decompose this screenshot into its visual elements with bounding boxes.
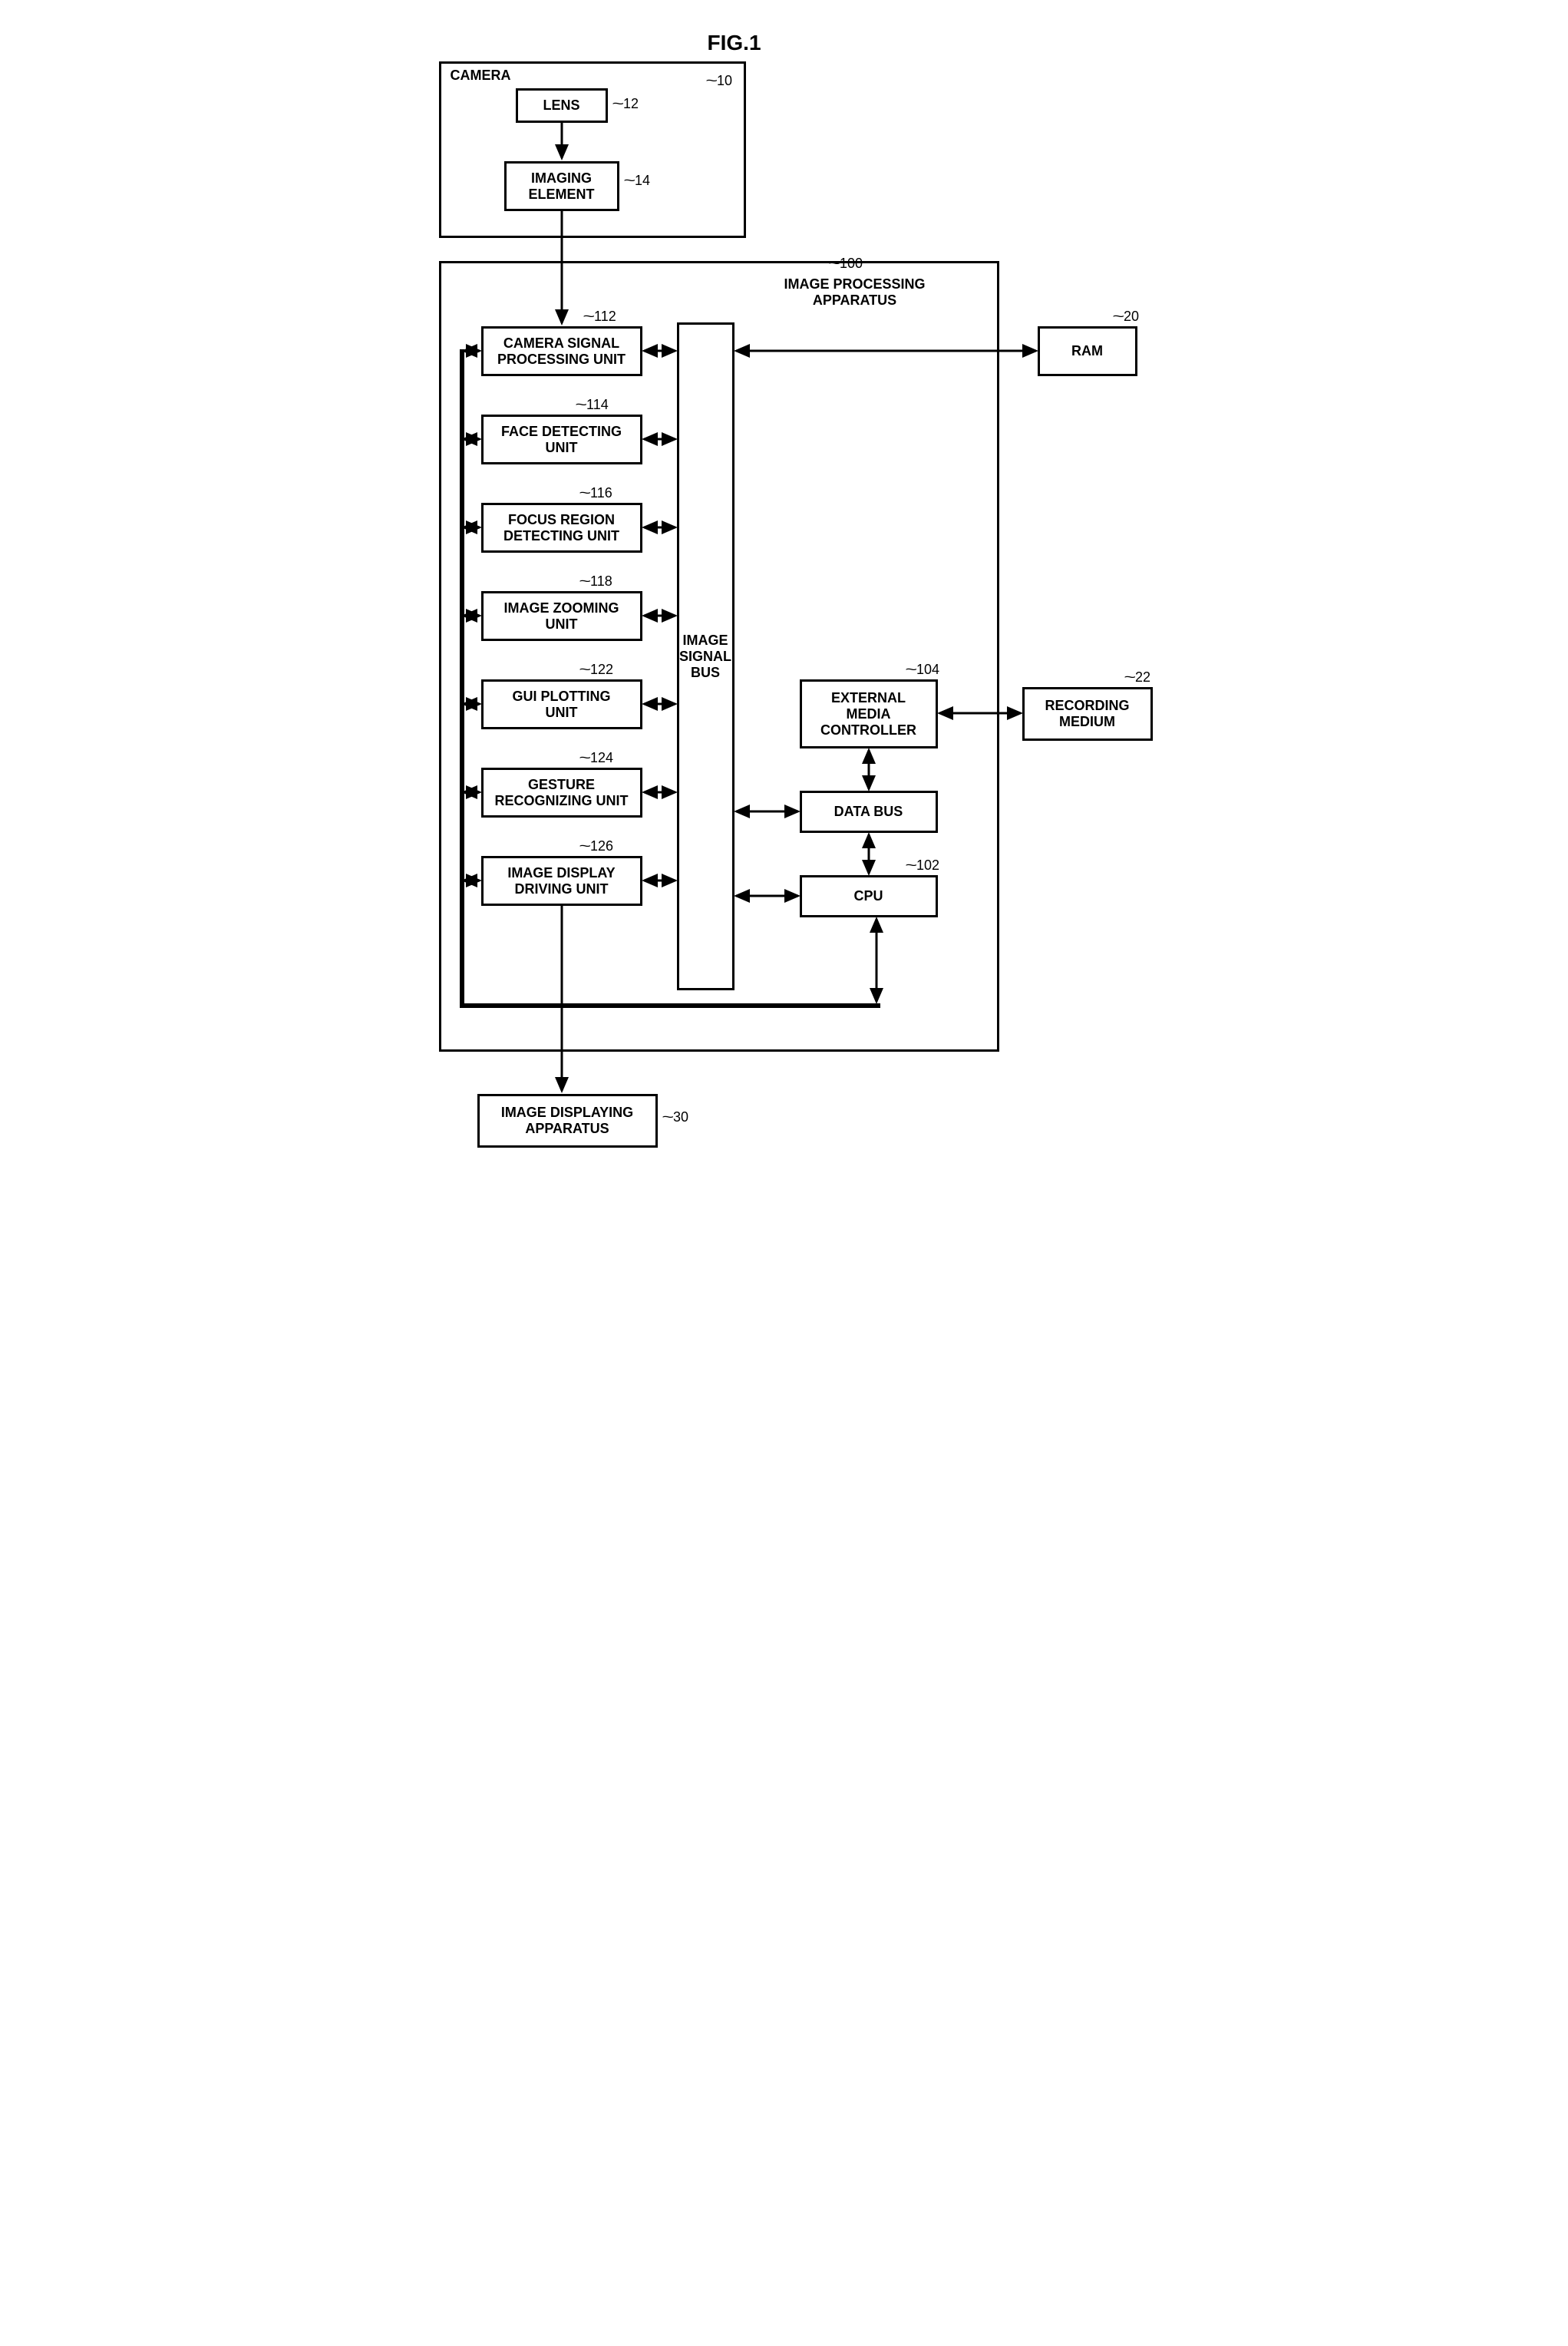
bus-label: IMAGE SIGNAL BUS [679, 633, 731, 681]
csp-label: CAMERA SIGNAL PROCESSING UNIT [497, 335, 626, 368]
recmed-block: RECORDING MEDIUM [1022, 687, 1153, 741]
image-signal-bus-block: IMAGE SIGNAL BUS [677, 322, 734, 990]
focus-ref: ~116 [581, 485, 612, 501]
zoom-ref-num: 118 [590, 573, 612, 589]
lens-label: LENS [543, 97, 579, 114]
csp-ref-num: 112 [594, 309, 616, 324]
face-block: FACE DETECTING UNIT [481, 415, 642, 464]
zoom-block: IMAGE ZOOMING UNIT [481, 591, 642, 641]
ipa-container-label: IMAGE PROCESSING APPARATUS [784, 276, 926, 309]
ipa-ref-num: 100 [840, 256, 863, 271]
ram-block: RAM [1038, 326, 1137, 376]
focus-label: FOCUS REGION DETECTING UNIT [503, 512, 619, 544]
emc-block: EXTERNAL MEDIA CONTROLLER [800, 679, 938, 748]
gui-label: GUI PLOTTING UNIT [513, 689, 611, 721]
emc-label: EXTERNAL MEDIA CONTROLLER [820, 690, 916, 738]
databus-block: DATA BUS [800, 791, 938, 833]
emc-ref: ~104 [907, 662, 940, 678]
ipa-ref: ~100 [830, 256, 863, 272]
cpu-ref-num: 102 [916, 857, 939, 873]
lens-ref-num: 12 [623, 96, 639, 111]
display-label: IMAGE DISPLAY DRIVING UNIT [507, 865, 615, 897]
gesture-ref-num: 124 [590, 750, 613, 765]
zoom-ref: ~118 [581, 573, 612, 590]
databus-label: DATA BUS [834, 804, 903, 820]
gesture-ref: ~124 [581, 750, 614, 766]
gesture-block: GESTURE RECOGNIZING UNIT [481, 768, 642, 818]
gui-ref-num: 122 [590, 662, 613, 677]
figure-title: FIG.1 [708, 31, 761, 55]
display-block: IMAGE DISPLAY DRIVING UNIT [481, 856, 642, 906]
imaging-ref: ~14 [626, 173, 651, 189]
lens-ref: ~12 [614, 96, 639, 112]
csp-block: CAMERA SIGNAL PROCESSING UNIT [481, 326, 642, 376]
camera-ref-num: 10 [717, 73, 732, 88]
ram-label: RAM [1071, 343, 1103, 359]
focus-block: FOCUS REGION DETECTING UNIT [481, 503, 642, 553]
ram-ref: ~20 [1114, 309, 1140, 325]
focus-ref-num: 116 [590, 485, 612, 501]
gesture-label: GESTURE RECOGNIZING UNIT [495, 777, 629, 809]
camera-ref: ~10 [708, 73, 733, 89]
display-ref: ~126 [581, 838, 614, 854]
recmed-label: RECORDING MEDIUM [1045, 698, 1129, 730]
lens-block: LENS [516, 88, 608, 123]
emc-ref-num: 104 [916, 662, 939, 677]
cpu-ref: ~102 [907, 857, 940, 874]
dispapp-label: IMAGE DISPLAYING APPARATUS [501, 1105, 633, 1137]
recmed-ref-num: 22 [1135, 669, 1150, 685]
face-ref-num: 114 [586, 397, 609, 412]
dispapp-block: IMAGE DISPLAYING APPARATUS [477, 1094, 658, 1148]
imaging-block: IMAGING ELEMENT [504, 161, 619, 211]
gui-block: GUI PLOTTING UNIT [481, 679, 642, 729]
ram-ref-num: 20 [1124, 309, 1139, 324]
cpu-label: CPU [853, 888, 883, 904]
recmed-ref: ~22 [1126, 669, 1151, 686]
dispapp-ref-num: 30 [673, 1109, 688, 1125]
camera-container-label: CAMERA [451, 68, 511, 84]
gui-ref: ~122 [581, 662, 614, 678]
csp-ref: ~112 [585, 309, 616, 325]
zoom-label: IMAGE ZOOMING UNIT [504, 600, 619, 633]
dispapp-ref: ~30 [664, 1109, 689, 1125]
imaging-ref-num: 14 [635, 173, 650, 188]
face-label: FACE DETECTING UNIT [501, 424, 622, 456]
face-ref: ~114 [577, 397, 609, 413]
cpu-block: CPU [800, 875, 938, 917]
imaging-label: IMAGING ELEMENT [528, 170, 594, 203]
diagram-canvas: FIG.1 CAMERA ~10 LENS ~12 IMAGING ELEMEN… [401, 31, 1168, 1182]
display-ref-num: 126 [590, 838, 613, 854]
